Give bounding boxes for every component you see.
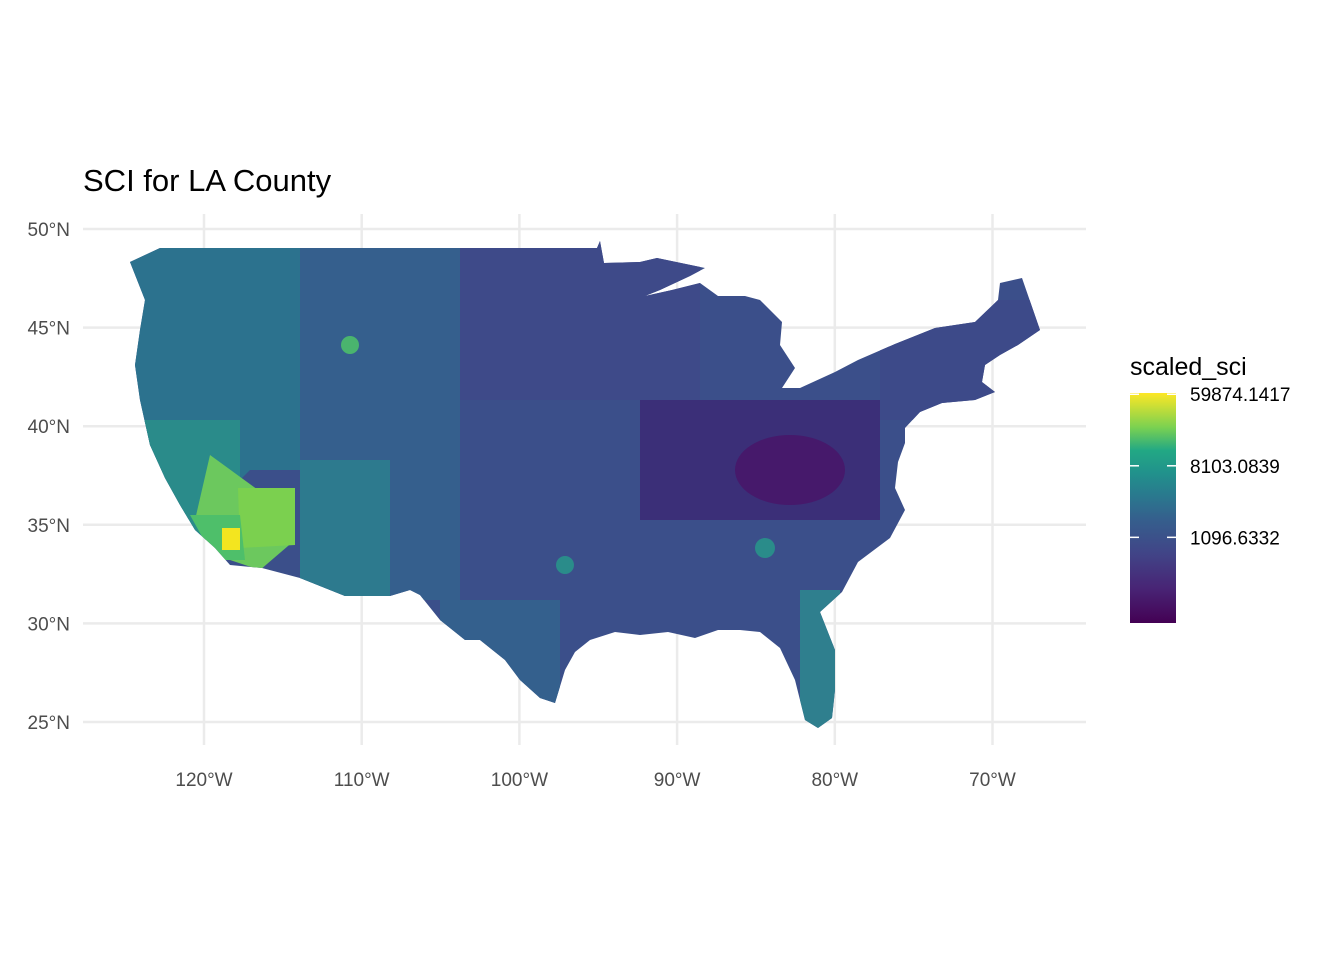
region-northeast (880, 300, 1040, 420)
region-arizona (300, 460, 390, 600)
lat-tick-label: 35°N (28, 516, 70, 537)
longitude-axis: 120°W 110°W 100°W 90°W 80°W 70°W (175, 770, 1016, 791)
lat-tick-label: 45°N (28, 319, 70, 340)
region-texas (440, 600, 560, 710)
us-county-choropleth (130, 241, 1040, 728)
legend: scaled_sci 59874.1417 8103.0839 1096.6332 (1130, 353, 1290, 623)
lat-tick-label: 25°N (28, 713, 70, 734)
lon-tick-label: 90°W (654, 770, 701, 791)
lon-tick-label: 80°W (811, 770, 858, 791)
latitude-axis: 50°N 45°N 40°N 35°N 30°N 25°N (28, 220, 70, 734)
lon-tick-label: 110°W (334, 770, 390, 791)
lon-tick-label: 100°W (491, 770, 548, 791)
legend-tick-label: 8103.0839 (1190, 457, 1280, 478)
legend-tick-label: 59874.1417 (1190, 385, 1290, 406)
legend-title: scaled_sci (1130, 353, 1247, 381)
legend-tick-label: 1096.6332 (1190, 528, 1280, 549)
lat-tick-label: 50°N (28, 220, 70, 241)
chart-title: SCI for LA County (83, 163, 332, 198)
lat-tick-label: 30°N (28, 614, 70, 635)
legend-colorbar (1130, 393, 1176, 623)
region-north-central (460, 241, 700, 400)
region-atlanta (755, 538, 775, 558)
legend-ticks: 59874.1417 8103.0839 1096.6332 (1130, 385, 1290, 549)
region-appalachia-dark (735, 435, 845, 505)
region-la-county (222, 528, 240, 550)
lat-tick-label: 40°N (28, 417, 70, 438)
region-idaho (341, 336, 359, 354)
region-riverside (238, 488, 295, 548)
lon-tick-label: 70°W (969, 770, 1016, 791)
region-dallas (556, 556, 574, 574)
lon-tick-label: 120°W (175, 770, 232, 791)
